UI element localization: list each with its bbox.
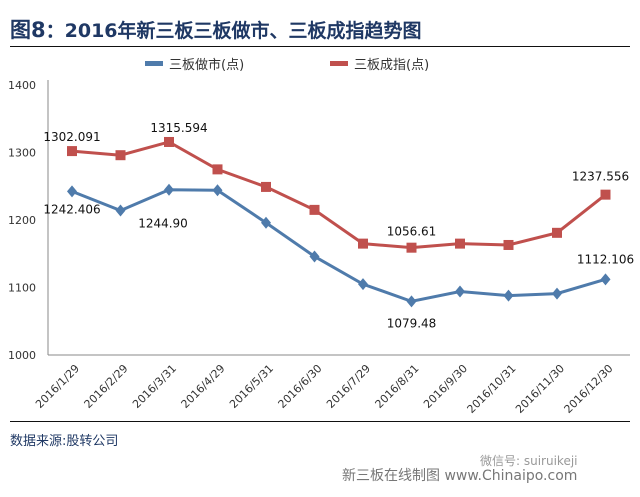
x-tick-label: 2016/1/29	[33, 362, 82, 411]
data-label: 1079.48	[387, 316, 437, 330]
data-point-diamond	[503, 289, 514, 302]
x-tick-label: 2016/7/29	[324, 362, 373, 411]
data-point-square	[552, 227, 562, 238]
legend-label: 三板成指(点)	[354, 58, 429, 73]
y-tick-label: 1300	[8, 147, 36, 160]
data-label: 1056.61	[387, 225, 437, 239]
data-point-square	[115, 150, 126, 161]
y-tick-label: 1200	[8, 214, 36, 227]
data-point-square	[358, 238, 368, 249]
data-label: 1244.90	[138, 217, 188, 231]
legend-label: 三板做市(点)	[169, 57, 244, 73]
data-point-diamond	[406, 295, 417, 308]
bottom-divider	[10, 421, 630, 422]
legend-swatch	[330, 61, 348, 66]
data-point-diamond	[455, 285, 465, 298]
data-point-square	[600, 189, 611, 200]
data-label: 1112.106	[577, 252, 634, 266]
data-point-diamond	[600, 273, 611, 286]
x-tick-label: 2016/4/29	[179, 362, 228, 411]
x-tick-label: 2016/2/29	[82, 362, 131, 411]
data-point-square	[261, 181, 271, 192]
title-text: ：2016年新三板三板做市、三板成指趋势图	[45, 20, 422, 42]
legend-swatch	[145, 61, 163, 66]
data-point-diamond	[358, 278, 368, 291]
data-label: 1302.091	[43, 130, 100, 144]
data-point-diamond	[552, 287, 562, 300]
line-chart: 三板做市(点) 三板成指(点) 1000 1100 1200 1300 1400 2016/1…	[8, 57, 634, 416]
data-point-diamond	[67, 185, 77, 198]
x-tick-label: 2016/8/31	[373, 362, 422, 411]
data-point-diamond	[212, 184, 223, 197]
x-tick-label: 2016/9/30	[421, 362, 470, 411]
figure-number: 图8	[10, 18, 46, 42]
data-point-square	[212, 164, 223, 175]
top-divider	[10, 46, 630, 47]
data-point-diamond	[164, 183, 174, 196]
chart-credit: 新三板在线制图 www.Chinaipo.com	[342, 468, 578, 484]
y-tick-label: 1100	[8, 282, 36, 295]
x-tick-label: 2016/10/31	[465, 362, 519, 416]
data-point-diamond	[309, 250, 320, 263]
data-label: 1242.406	[43, 202, 100, 216]
y-tick-label: 1000	[8, 349, 36, 362]
y-tick-label: 1400	[8, 79, 36, 92]
wechat-id: 微信号: suiruikeji	[480, 454, 578, 468]
data-point-square	[406, 242, 417, 253]
data-point-square	[455, 238, 465, 249]
series-line	[71, 188, 606, 303]
data-point-square	[503, 239, 514, 250]
data-label: 1237.556	[572, 170, 629, 184]
data-source: 数据来源:股转公司	[10, 434, 119, 449]
chart-title: 图8：2016年新三板三板做市、三板成指趋势图	[10, 14, 422, 44]
series-line	[71, 140, 607, 250]
x-tick-label: 2016/5/31	[227, 362, 276, 411]
data-point-square	[67, 146, 77, 157]
x-tick-label: 2016/3/31	[130, 362, 179, 411]
data-label: 1315.594	[150, 121, 207, 135]
data-point-diamond	[261, 216, 271, 229]
x-tick-label: 2016/12/30	[562, 362, 616, 416]
x-tick-label: 2016/6/30	[276, 362, 325, 411]
data-point-square	[309, 204, 320, 215]
data-point-diamond	[115, 204, 126, 217]
x-tick-label: 2016/11/30	[513, 362, 567, 416]
data-point-square	[164, 136, 174, 147]
